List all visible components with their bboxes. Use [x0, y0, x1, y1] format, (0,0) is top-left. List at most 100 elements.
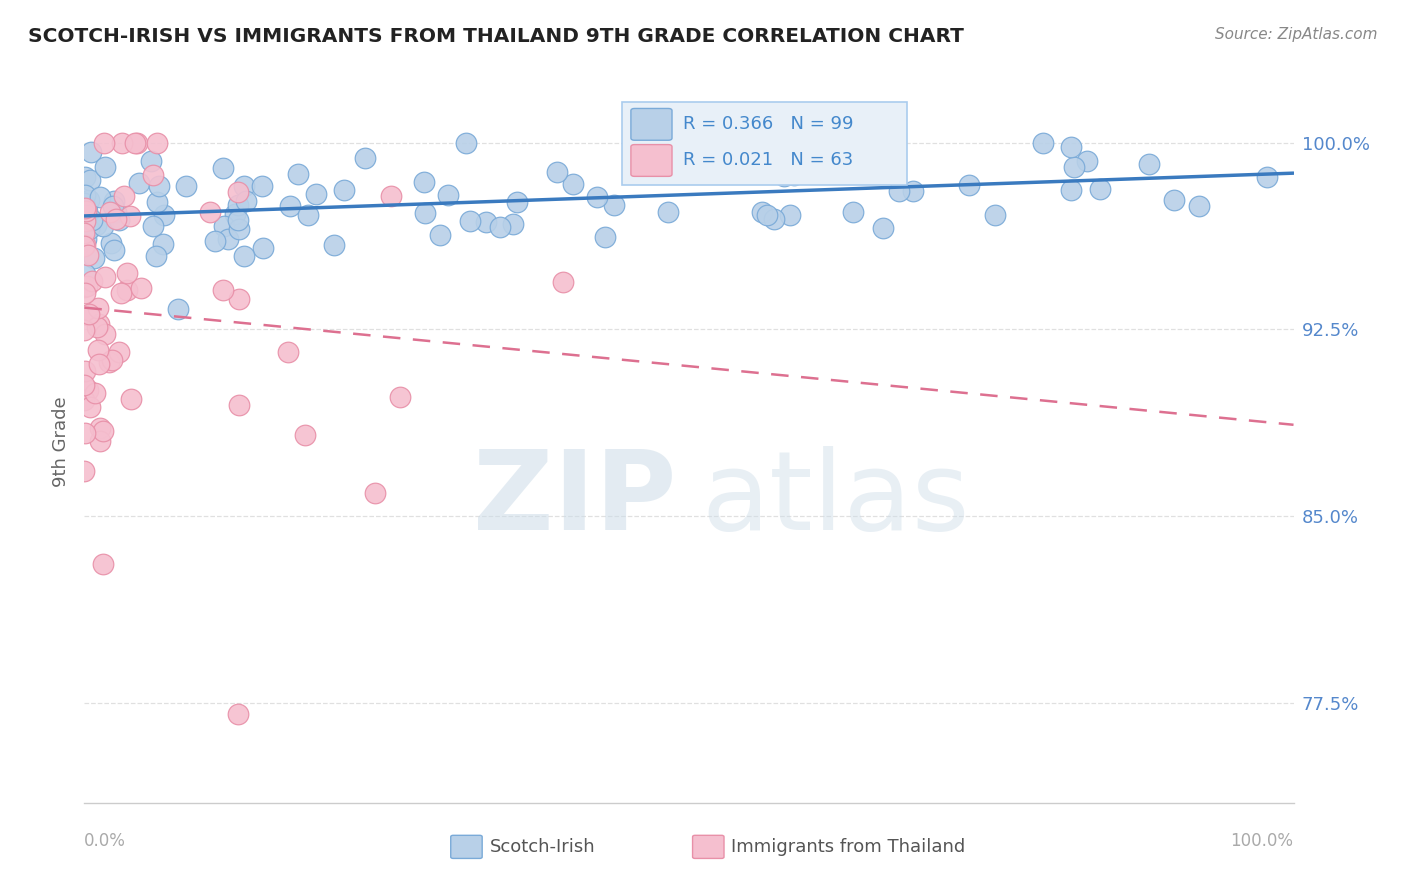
Point [98, 205, 121, 219]
Point [93, 136, 115, 150]
FancyBboxPatch shape [631, 145, 672, 177]
Text: 0.0%: 0.0% [84, 831, 127, 850]
Point [146, 195, 169, 210]
Point [97, 354, 120, 368]
Point [118, 209, 141, 223]
Text: ZIP: ZIP [474, 446, 676, 553]
Point [79, 400, 101, 414]
Point [603, 198, 626, 212]
Point [287, 167, 309, 181]
Point [1060, 140, 1083, 154]
Point [89, 190, 111, 204]
Point [73, 170, 96, 185]
Point [901, 184, 924, 198]
Point [89, 317, 111, 331]
Point [389, 391, 412, 405]
Point [228, 398, 250, 412]
Point [224, 207, 246, 221]
Point [217, 232, 239, 246]
Point [233, 249, 256, 263]
Point [332, 183, 354, 197]
Point [75, 364, 97, 378]
Point [77, 248, 100, 262]
Point [142, 219, 165, 234]
Point [456, 136, 478, 150]
Point [1256, 170, 1278, 185]
Point [73, 378, 96, 392]
FancyBboxPatch shape [451, 835, 482, 858]
Point [152, 208, 174, 222]
Point [83, 251, 105, 265]
Point [110, 286, 132, 301]
Point [305, 187, 328, 202]
Point [80, 145, 103, 159]
Point [1076, 153, 1098, 168]
Point [104, 205, 127, 219]
Text: R = 0.366   N = 99: R = 0.366 N = 99 [683, 115, 853, 133]
Point [82, 274, 104, 288]
Point [250, 179, 273, 194]
Text: Scotch-Irish: Scotch-Irish [489, 838, 595, 855]
Point [129, 281, 152, 295]
FancyBboxPatch shape [623, 102, 907, 185]
Point [700, 165, 723, 179]
Point [75, 213, 97, 227]
Point [100, 352, 122, 367]
Point [100, 235, 122, 250]
Point [89, 421, 111, 435]
Point [75, 232, 97, 246]
Point [233, 178, 256, 193]
Point [562, 178, 585, 192]
Point [145, 249, 167, 263]
FancyBboxPatch shape [693, 835, 724, 858]
Point [762, 211, 785, 226]
Point [294, 428, 316, 442]
Text: R = 0.021   N = 63: R = 0.021 N = 63 [683, 152, 853, 169]
Point [412, 175, 434, 189]
Point [115, 283, 138, 297]
Point [107, 213, 129, 227]
Point [593, 229, 616, 244]
Point [84, 386, 107, 401]
Point [252, 241, 274, 255]
Point [115, 266, 138, 280]
Point [101, 199, 124, 213]
Point [779, 208, 801, 222]
Point [148, 179, 170, 194]
Point [586, 190, 609, 204]
Text: 100.0%: 100.0% [1230, 831, 1294, 850]
Point [623, 164, 645, 178]
Point [73, 323, 96, 337]
Text: Immigrants from Thailand: Immigrants from Thailand [731, 838, 966, 855]
Point [785, 148, 807, 162]
Point [984, 208, 1007, 222]
Point [94, 327, 117, 342]
Point [77, 383, 100, 397]
Point [73, 392, 96, 407]
Point [79, 222, 101, 236]
Point [141, 168, 163, 182]
Point [437, 188, 460, 202]
Point [93, 219, 115, 234]
Point [91, 557, 114, 571]
Point [364, 485, 387, 500]
Point [413, 205, 436, 219]
Point [94, 269, 117, 284]
Point [139, 153, 162, 168]
FancyBboxPatch shape [631, 109, 672, 140]
Point [146, 136, 169, 150]
Point [84, 218, 107, 232]
Point [75, 208, 97, 222]
Point [1032, 136, 1054, 150]
Point [77, 308, 100, 322]
Point [75, 201, 97, 215]
Point [228, 221, 250, 235]
Point [82, 212, 104, 227]
Point [887, 184, 910, 198]
Point [1188, 199, 1211, 213]
Point [502, 217, 524, 231]
Point [1063, 160, 1085, 174]
Point [121, 392, 143, 407]
Point [772, 169, 794, 183]
Point [872, 220, 894, 235]
